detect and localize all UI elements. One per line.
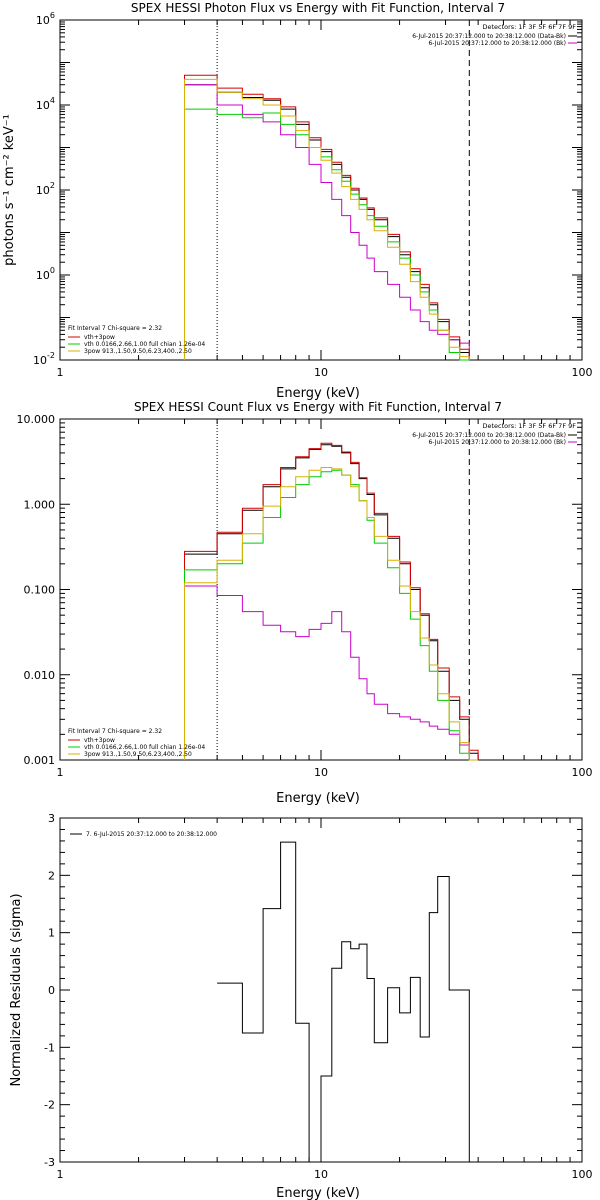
fit-legend-label: vth+3pow — [84, 334, 115, 341]
fit-legend-label: 3pow 913.,1.50,9.50,6.23,400.,2.50 — [84, 348, 192, 355]
photon-y-axis-label: photons s⁻¹ cm⁻² keV⁻¹ — [2, 114, 17, 266]
count-series-group — [184, 442, 479, 761]
photon-panel-title: SPEX HESSI Photon Flux vs Energy with Fi… — [131, 1, 505, 15]
count-series-vth-3pow — [184, 442, 479, 760]
photon-series-vth-3pow — [184, 74, 470, 360]
residuals-legend-label: 7. 6-Jul-2015 20:37:12.000 to 20:38:12.0… — [86, 831, 217, 838]
count-y-tick-label: 1.000 — [24, 498, 56, 511]
photon-series-data-bk — [184, 84, 470, 360]
photon-plot-frame — [59, 19, 583, 361]
count-flux-panel: SPEX HESSI Count Flux vs Energy with Fit… — [17, 400, 593, 806]
top-legend-label: 6-Jul-2015 20:37:12.000 to 20:38:12.000 … — [412, 33, 566, 40]
fit-legend-label: vth 0.0166,2.66,1.00 full chian 1.26e-04 — [84, 341, 205, 348]
residuals-y-tick-label: 2 — [48, 869, 55, 882]
count-y-tick-label: 0.100 — [24, 584, 56, 597]
residuals-y-tick-label: 0 — [48, 984, 55, 997]
residuals-series-7-6-jul-2015-20-37-12-00 — [217, 841, 470, 1163]
count-panel-title: SPEX HESSI Count Flux vs Energy with Fit… — [134, 400, 502, 414]
count-x-axis-label: Energy (keV) — [276, 791, 360, 806]
top-legend-label: 6-Jul-2015 20:37:12.000 to 20:38:12.000 … — [428, 40, 566, 47]
count-y-tick-label: 10.000 — [17, 413, 56, 426]
top-legend-label: 6-Jul-2015 20:37:12.000 to 20:38:12.000 … — [428, 439, 566, 446]
residuals-y-tick-label: -1 — [44, 1041, 55, 1054]
residuals-y-tick-label: 3 — [48, 812, 55, 825]
residuals-series-group — [217, 841, 470, 1163]
residuals-y-tick-label: -2 — [44, 1099, 55, 1112]
fit-legend-label: 3pow 913.,1.50,9.50,6.23,400.,2.50 — [84, 751, 192, 758]
photon-x-tick-label: 1 — [57, 366, 64, 379]
count-series-bk — [184, 585, 479, 761]
count-detectors-label: Detectors: 1F 3F 5F 6F 7F 9F — [482, 422, 576, 430]
photon-top-legend: 6-Jul-2015 20:37:12.000 to 20:38:12.000 … — [412, 33, 577, 47]
photon-y-tick-label: 102 — [36, 181, 55, 197]
photon-y-tick-label: 104 — [36, 96, 55, 112]
fit-legend-label: vth 0.0166,2.66,1.00 full chian 1.26e-04 — [84, 744, 205, 751]
count-x-tick-label: 100 — [572, 766, 593, 779]
residuals-y-tick-label: 1 — [48, 927, 55, 940]
photon-series-bk — [184, 84, 470, 360]
photon-series-3pow — [184, 78, 470, 360]
count-fit-interval-label: Fit Interval 7 Chi-square = 2.32 — [68, 728, 162, 735]
residuals-x-tick-label: 100 — [572, 1168, 593, 1181]
photon-flux-panel: SPEX HESSI Photon Flux vs Energy with Fi… — [2, 1, 593, 401]
count-axis-ticks: 1 10 100 10.000 1.000 0.100 0.010 0.001 — [17, 413, 593, 779]
top-legend-label: 6-Jul-2015 20:37:12.000 to 20:38:12.000 … — [412, 432, 566, 439]
residuals-y-axis-label: Normalized Residuals (sigma) — [9, 893, 24, 1086]
count-y-tick-label: 0.010 — [24, 669, 56, 682]
photon-axis-ticks: 1 10 100 10-2 100 102 104 106 — [33, 11, 592, 379]
photon-y-tick-label: 10-2 — [33, 351, 55, 367]
count-series-data-bk — [184, 444, 479, 760]
count-y-tick-label: 0.001 — [24, 754, 56, 767]
photon-y-tick-label: 100 — [36, 266, 55, 282]
count-x-tick-label: 10 — [314, 766, 328, 779]
residuals-x-tick-label: 1 — [57, 1168, 64, 1181]
photon-series-vth — [184, 108, 470, 361]
count-top-legend: 6-Jul-2015 20:37:12.000 to 20:38:12.000 … — [412, 432, 577, 446]
photon-x-axis-label: Energy (keV) — [276, 386, 360, 401]
photon-x-tick-label: 10 — [314, 366, 328, 379]
fit-legend-label: vth+3pow — [84, 737, 115, 744]
residuals-y-tick-label: -3 — [44, 1156, 55, 1169]
photon-y-tick-label: 106 — [36, 11, 55, 27]
count-x-tick-label: 1 — [57, 766, 64, 779]
photon-detectors-label: Detectors: 1F 3F 5F 6F 7F 9F — [482, 23, 576, 31]
residuals-x-tick-label: 10 — [314, 1168, 328, 1181]
count-series-3pow — [184, 467, 479, 761]
residuals-x-axis-label: Energy (keV) — [276, 1186, 360, 1200]
photon-fit-interval-label: Fit Interval 7 Chi-square = 2.32 — [68, 325, 162, 332]
photon-series-group — [184, 74, 470, 361]
photon-x-tick-label: 100 — [572, 366, 593, 379]
